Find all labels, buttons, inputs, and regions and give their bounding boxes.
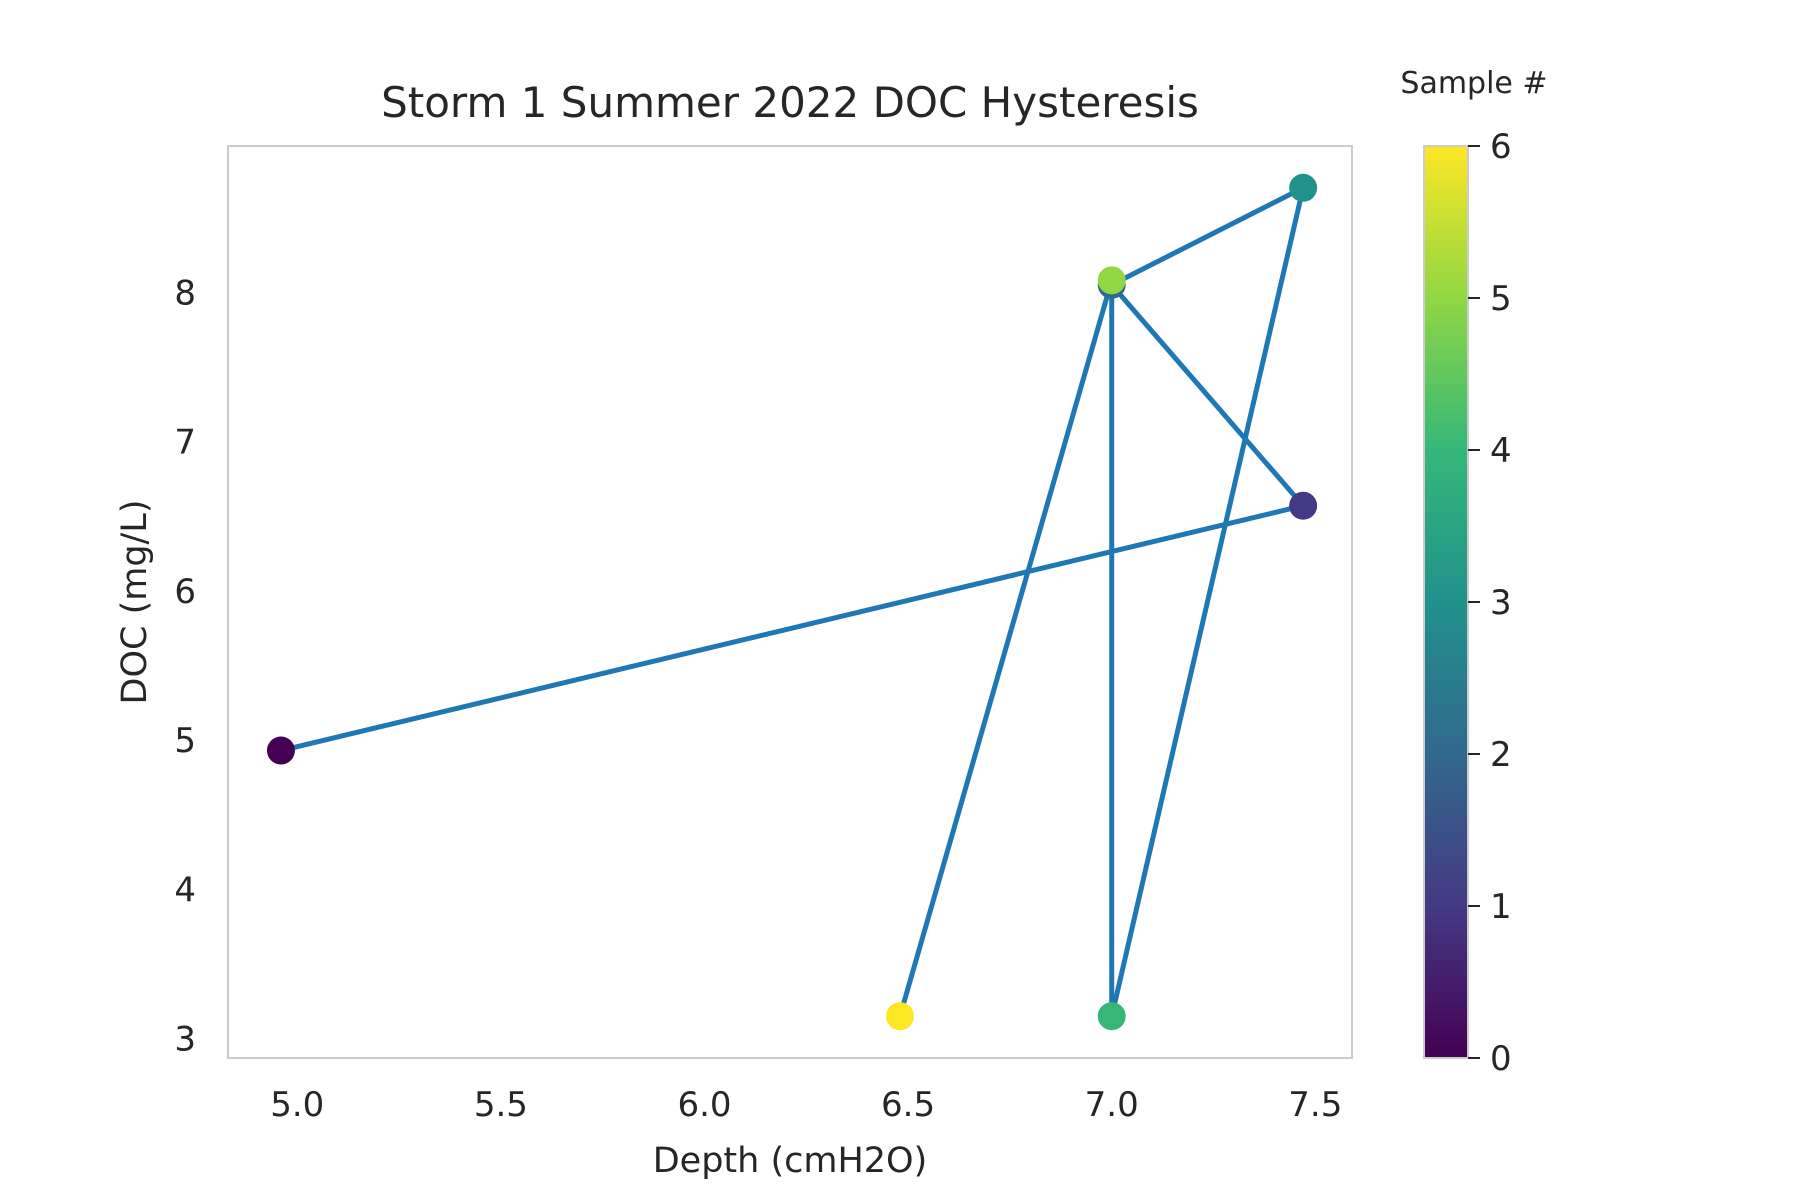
y-axis-label: DOC (mg/L) (115, 500, 155, 705)
series-line-segment (897, 277, 1115, 1019)
y-tick-label: 3 (174, 1020, 196, 1060)
y-tick-label: 8 (174, 273, 196, 313)
data-point-sample-3 (1289, 173, 1318, 202)
data-point-sample-6 (885, 1002, 914, 1031)
series-line (278, 185, 1306, 1019)
series-line-segment (1109, 282, 1306, 509)
x-tick-label: 5.5 (474, 1085, 528, 1125)
colorbar-tick-label: 5 (1490, 279, 1512, 319)
colorbar-tick-label: 4 (1490, 431, 1512, 471)
series-line-segment (278, 503, 1306, 754)
x-tick-label: 6.5 (881, 1085, 935, 1125)
colorbar-tick-label: 6 (1490, 127, 1512, 167)
series-points (266, 173, 1318, 1031)
data-point-sample-1 (1289, 491, 1318, 520)
y-tick-label: 5 (174, 721, 196, 761)
data-point-sample-0 (266, 736, 295, 765)
x-tick-label: 7.5 (1288, 1085, 1342, 1125)
colorbar-tick-label: 1 (1490, 887, 1512, 927)
y-tick-label: 6 (174, 572, 196, 612)
series-line-segment (1109, 185, 1306, 1019)
data-point-sample-4 (1097, 1002, 1126, 1031)
x-axis-label: Depth (cmH2O) (653, 1141, 928, 1181)
x-axis-ticks: 5.0 5.5 6.0 6.5 7.0 7.5 (270, 1085, 1342, 1125)
y-axis-ticks: 3 4 5 6 7 8 (174, 273, 196, 1059)
series-line-segment (1109, 185, 1306, 288)
x-tick-label: 6.0 (677, 1085, 731, 1125)
data-point-sample-5 (1097, 266, 1126, 295)
colorbar-ticks: 0 1 2 3 4 5 6 (1468, 127, 1512, 1079)
plot-area-frame (227, 145, 1353, 1059)
colorbar-title: Sample # (1400, 66, 1547, 101)
colorbar-tick-label: 3 (1490, 583, 1512, 623)
y-tick-label: 4 (174, 870, 196, 910)
x-tick-label: 5.0 (270, 1085, 324, 1125)
colorbar-tick-label: 2 (1490, 735, 1512, 775)
chart-title: Storm 1 Summer 2022 DOC Hysteresis (381, 78, 1199, 127)
x-tick-label: 7.0 (1085, 1085, 1139, 1125)
colorbar (1423, 145, 1469, 1059)
y-tick-label: 7 (174, 423, 196, 463)
colorbar-tick-label: 0 (1490, 1039, 1512, 1079)
